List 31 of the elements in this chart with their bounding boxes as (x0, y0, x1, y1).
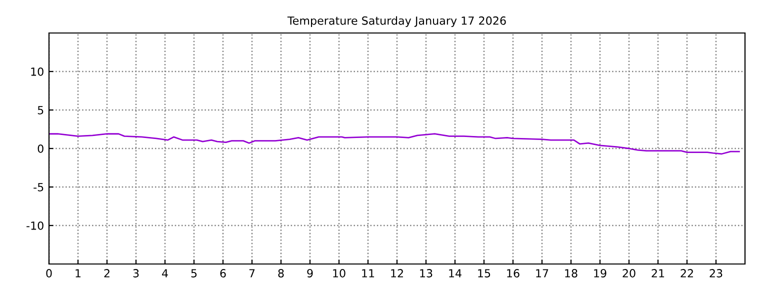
chart-title: Temperature Saturday January 17 2026 (287, 16, 506, 27)
x-tick-label: 15 (478, 269, 490, 278)
y-tick-label: 5 (38, 106, 44, 114)
x-tick-label: 17 (536, 269, 548, 278)
x-tick-label: 10 (333, 269, 346, 278)
x-tick-label: 21 (652, 269, 664, 278)
x-tick-label: 23 (710, 269, 722, 278)
y-tick-label: 10 (31, 67, 44, 76)
x-tick-label: 2 (104, 269, 110, 278)
y-tick-label: -5 (34, 183, 44, 192)
x-tick-label: 12 (391, 269, 403, 278)
x-tick-label: 14 (449, 269, 462, 278)
x-tick-label: 22 (680, 269, 693, 278)
x-tick-label: 6 (220, 269, 226, 278)
x-tick-label: 0 (46, 269, 52, 278)
x-tick-label: 18 (565, 269, 578, 278)
x-tick-label: 7 (249, 269, 255, 278)
x-tick-label: 4 (162, 269, 168, 278)
x-tick-label: 20 (622, 269, 636, 278)
x-tick-label: 3 (133, 269, 139, 278)
x-tick-label: 13 (420, 269, 432, 278)
x-tick-label: 19 (594, 269, 606, 278)
x-tick-label: 16 (507, 269, 520, 278)
x-tick-label: 1 (76, 269, 81, 278)
x-tick-label: 5 (191, 269, 197, 278)
y-tick-label: -10 (26, 221, 44, 230)
y-tick-label: 0 (38, 144, 44, 153)
x-tick-label: 9 (307, 269, 313, 278)
line-series (49, 133, 740, 155)
x-tick-label: 11 (362, 269, 374, 278)
x-tick-label: 8 (278, 269, 284, 278)
